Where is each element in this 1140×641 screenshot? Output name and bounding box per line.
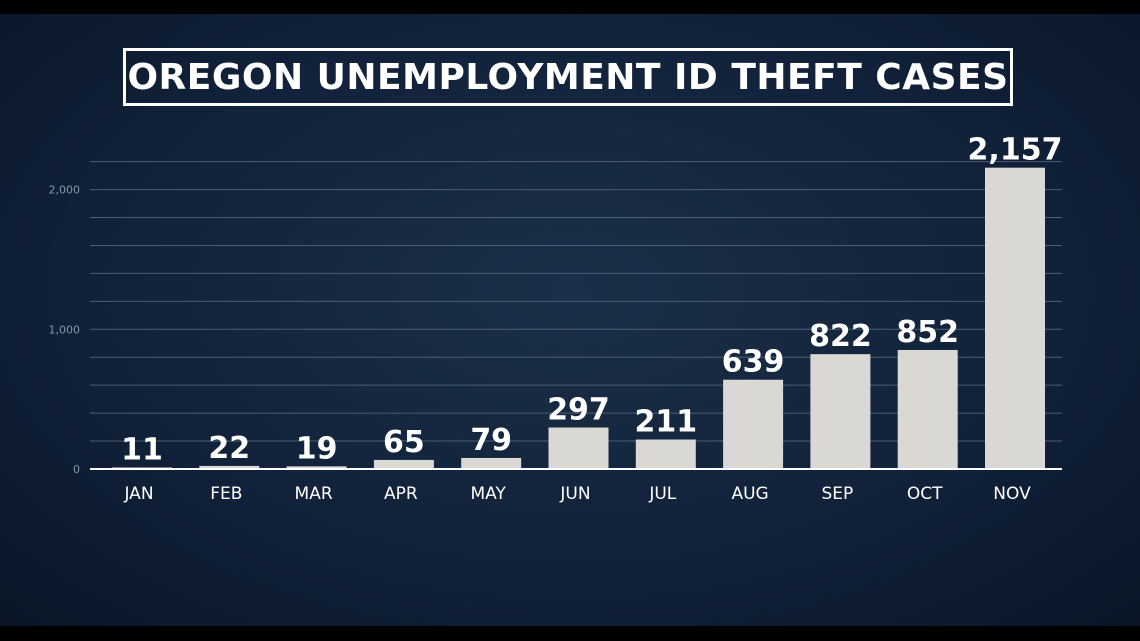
- bar: [373, 459, 434, 469]
- bar: [461, 457, 522, 469]
- x-tick-label: MAR: [295, 484, 333, 504]
- bar: [723, 379, 784, 469]
- bar-value-label: 79: [470, 423, 512, 458]
- x-tick-label: JAN: [123, 484, 153, 504]
- x-tick-label: APR: [384, 484, 418, 504]
- bar-value-label: 211: [634, 405, 697, 440]
- x-tick-label: OCT: [907, 484, 943, 504]
- bar-value-label: 19: [296, 431, 338, 466]
- chart-title: OREGON UNEMPLOYMENT ID THEFT CASES: [127, 56, 1009, 98]
- bar-value-label: 65: [383, 425, 425, 460]
- bar: [897, 349, 958, 469]
- y-tick-label: 2,000: [49, 184, 81, 197]
- bar-value-label: 297: [547, 393, 610, 428]
- chart-background: [0, 14, 1140, 626]
- bar: [635, 439, 696, 469]
- bar-value-label: 639: [722, 345, 785, 380]
- bar: [286, 466, 347, 469]
- bar: [548, 427, 609, 469]
- x-tick-label: FEB: [210, 484, 242, 504]
- x-tick-label: MAY: [471, 484, 507, 504]
- x-tick-label: NOV: [993, 484, 1031, 504]
- x-tick-label: JUL: [648, 484, 676, 504]
- bar: [199, 465, 260, 469]
- bar-value-label: 822: [809, 319, 872, 354]
- y-tick-label: 1,000: [49, 323, 81, 336]
- bar-value-label: 852: [896, 315, 959, 350]
- bar-value-label: 11: [121, 432, 163, 467]
- bar-value-label: 22: [208, 431, 250, 466]
- bar-value-label: 2,157: [968, 133, 1063, 168]
- bar: [985, 167, 1045, 469]
- y-tick-label: 0: [73, 463, 80, 476]
- title-frame: OREGON UNEMPLOYMENT ID THEFT CASES: [123, 48, 1013, 106]
- x-tick-label: SEP: [822, 484, 854, 504]
- bar: [810, 354, 871, 469]
- x-tick-label: AUG: [731, 484, 768, 504]
- x-tick-label: JUN: [559, 484, 590, 504]
